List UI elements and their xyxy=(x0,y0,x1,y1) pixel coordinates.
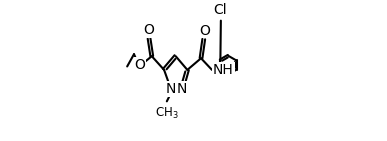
Text: NH: NH xyxy=(212,63,233,77)
Text: O: O xyxy=(144,23,154,37)
Text: CH$_3$: CH$_3$ xyxy=(155,105,179,121)
Text: Cl: Cl xyxy=(213,3,227,16)
Text: O: O xyxy=(200,24,211,38)
Text: O: O xyxy=(135,58,146,72)
Text: N: N xyxy=(177,82,187,96)
Text: N: N xyxy=(166,82,176,96)
